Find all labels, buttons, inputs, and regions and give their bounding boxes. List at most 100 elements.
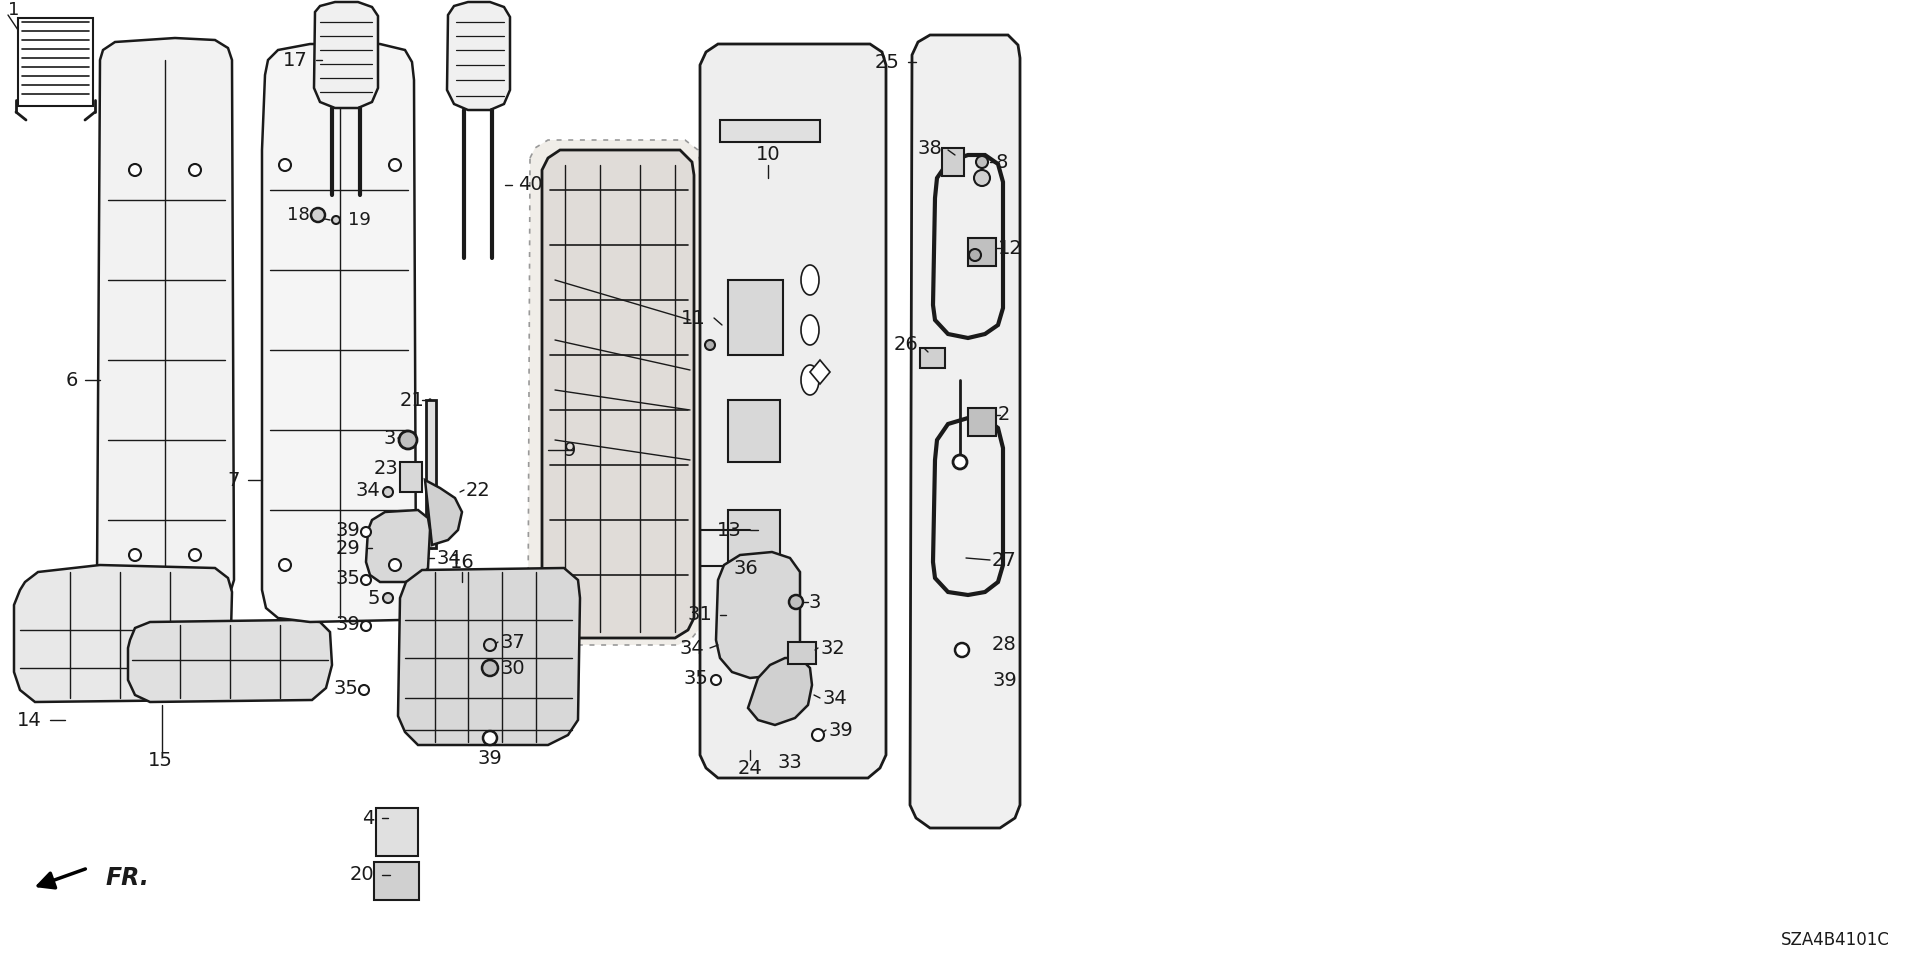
Bar (426, 400, 436, 548)
Circle shape (812, 729, 824, 741)
Circle shape (484, 639, 495, 651)
Text: 16: 16 (449, 552, 474, 572)
Text: FR.: FR. (106, 866, 150, 890)
Circle shape (361, 527, 371, 537)
Polygon shape (528, 140, 701, 645)
Circle shape (129, 164, 140, 176)
Bar (720, 120, 820, 142)
Circle shape (188, 164, 202, 176)
Circle shape (710, 675, 722, 685)
Text: 39: 39 (993, 670, 1018, 690)
Text: 35: 35 (684, 668, 708, 688)
Text: 3: 3 (384, 429, 396, 448)
Circle shape (390, 559, 401, 571)
Polygon shape (447, 2, 511, 110)
Bar (920, 348, 945, 368)
Circle shape (332, 216, 340, 224)
Text: 20: 20 (349, 866, 374, 884)
Text: 22: 22 (467, 480, 492, 500)
Text: 37: 37 (499, 633, 524, 651)
Text: 8: 8 (996, 152, 1008, 172)
Text: 38: 38 (918, 138, 943, 157)
Text: 31: 31 (687, 605, 712, 624)
Circle shape (382, 487, 394, 497)
Polygon shape (810, 360, 829, 384)
Text: 17: 17 (284, 51, 307, 69)
Circle shape (278, 559, 292, 571)
Polygon shape (315, 2, 378, 108)
Circle shape (705, 340, 714, 350)
Text: 25: 25 (876, 53, 900, 72)
Circle shape (484, 731, 497, 745)
Polygon shape (397, 568, 580, 745)
Text: 7: 7 (228, 471, 240, 489)
Text: 24: 24 (737, 759, 762, 778)
Text: 39: 39 (478, 749, 503, 767)
Text: 33: 33 (778, 753, 803, 771)
Bar (374, 862, 419, 900)
Circle shape (970, 249, 981, 261)
Text: 39: 39 (336, 616, 361, 635)
Bar (787, 642, 816, 664)
Bar (399, 462, 422, 492)
Circle shape (382, 593, 394, 603)
Bar (943, 148, 964, 176)
Text: 34: 34 (436, 549, 461, 568)
Circle shape (361, 575, 371, 585)
Text: 39: 39 (336, 521, 361, 540)
Polygon shape (424, 480, 463, 545)
Circle shape (952, 455, 968, 469)
Text: 10: 10 (756, 146, 780, 165)
Text: 18: 18 (288, 206, 309, 224)
Text: 29: 29 (336, 539, 361, 557)
Text: 40: 40 (518, 175, 543, 195)
Text: 14: 14 (17, 711, 42, 730)
Ellipse shape (801, 265, 820, 295)
Bar (968, 238, 996, 266)
Bar (728, 400, 780, 462)
Circle shape (975, 156, 989, 168)
Ellipse shape (801, 315, 820, 345)
Circle shape (390, 159, 401, 171)
Bar (968, 408, 996, 436)
Text: 9: 9 (564, 440, 576, 459)
Polygon shape (910, 35, 1020, 828)
Polygon shape (541, 150, 693, 638)
Text: 32: 32 (820, 639, 845, 658)
Text: 11: 11 (682, 309, 707, 328)
Bar (728, 510, 780, 572)
Ellipse shape (801, 365, 820, 395)
Text: SZA4B4101C: SZA4B4101C (1782, 931, 1889, 949)
Text: 34: 34 (355, 480, 380, 500)
Polygon shape (716, 552, 801, 678)
Text: 30: 30 (499, 659, 524, 677)
Text: 35: 35 (336, 569, 361, 588)
Text: 35: 35 (334, 679, 357, 697)
Text: 34: 34 (680, 639, 705, 658)
Circle shape (973, 170, 991, 186)
Polygon shape (129, 620, 332, 702)
Text: 36: 36 (733, 558, 758, 577)
Text: 13: 13 (718, 521, 741, 540)
Bar (17, 18, 92, 106)
Text: 27: 27 (993, 550, 1018, 570)
Text: 21: 21 (399, 390, 424, 409)
Text: 3: 3 (808, 593, 820, 612)
Circle shape (311, 208, 324, 222)
Circle shape (129, 549, 140, 561)
Text: 19: 19 (348, 211, 371, 229)
Text: 5: 5 (367, 589, 380, 607)
Circle shape (482, 660, 497, 676)
Circle shape (359, 685, 369, 695)
Circle shape (188, 549, 202, 561)
Text: 34: 34 (822, 689, 847, 708)
Polygon shape (701, 44, 885, 778)
Polygon shape (13, 565, 232, 702)
Bar (376, 808, 419, 856)
Text: 23: 23 (372, 458, 397, 478)
Text: 26: 26 (893, 336, 918, 355)
Polygon shape (367, 510, 430, 582)
Text: 28: 28 (993, 636, 1018, 654)
Text: 1: 1 (8, 1, 19, 19)
Circle shape (361, 621, 371, 631)
